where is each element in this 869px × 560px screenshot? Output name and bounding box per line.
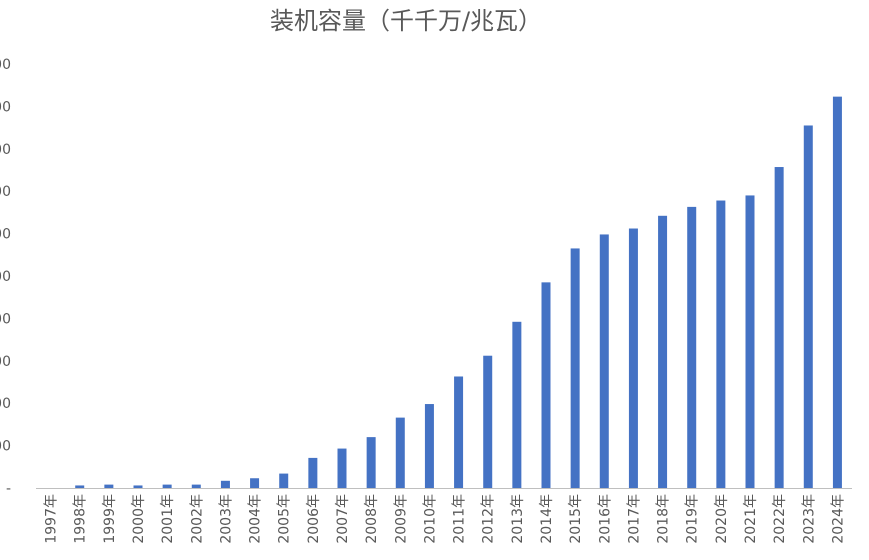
x-tick-label: 2013年 <box>510 494 526 544</box>
x-tick-label: 2002年 <box>189 494 205 544</box>
x-tick-label: 2012年 <box>481 494 497 544</box>
bar <box>687 206 697 488</box>
bar <box>308 457 318 488</box>
bar <box>716 200 726 488</box>
y-tick-label: 700 <box>0 184 11 200</box>
bar <box>832 96 842 488</box>
y-tick-label: 100 <box>0 439 11 455</box>
bar <box>75 485 85 488</box>
x-tick-label: 2005年 <box>277 494 293 544</box>
y-tick-label: 600 <box>0 227 11 243</box>
y-tick-label: 300 <box>0 354 11 370</box>
x-tick-label: 2007年 <box>335 494 351 544</box>
x-tick-label: 2010年 <box>422 494 438 544</box>
x-tick-label: 2018年 <box>656 494 672 544</box>
x-tick-label: 2006年 <box>306 494 322 544</box>
bar <box>658 215 668 489</box>
x-tick-label: 2022年 <box>772 494 788 544</box>
x-axis-ticks: 1997年 1998年 1999年 2000年 2001年 2002年 2003年 2004年… <box>44 494 847 544</box>
x-tick-label: 2019年 <box>685 494 701 544</box>
bar <box>483 355 493 488</box>
bar <box>395 417 405 488</box>
bar <box>599 234 609 488</box>
y-axis-ticks: - 100 200 300 400 500 600 700 800 900 1000 <box>0 57 11 497</box>
x-tick-label: 2014年 <box>539 494 555 544</box>
bar <box>133 485 143 488</box>
x-tick-label: 2000年 <box>131 494 147 544</box>
x-tick-label: 2016年 <box>597 494 613 544</box>
bar <box>424 404 434 488</box>
bar <box>745 195 755 488</box>
x-tick-label: 2015年 <box>568 494 584 544</box>
x-tick-label: 2017年 <box>626 494 642 544</box>
chart-title: 装机容量（千千万/兆瓦） <box>270 7 542 35</box>
bar <box>512 321 522 488</box>
bar <box>162 484 172 488</box>
bar <box>279 473 289 488</box>
y-tick-label: 900 <box>0 99 11 115</box>
x-tick-label: 1998年 <box>73 494 89 544</box>
bar <box>104 484 114 488</box>
bar <box>774 167 784 489</box>
x-tick-label: 2020年 <box>714 494 730 544</box>
bar <box>337 448 347 488</box>
bar <box>250 478 260 488</box>
y-tick-label: 1000 <box>0 57 11 73</box>
y-tick-label: 500 <box>0 269 11 285</box>
x-tick-label: 2003年 <box>218 494 234 544</box>
bar <box>366 437 376 488</box>
x-tick-label: 1999年 <box>102 494 118 544</box>
x-tick-label: 2023年 <box>801 494 817 544</box>
x-tick-label: 1997年 <box>44 494 60 544</box>
y-tick-label: 400 <box>0 311 11 327</box>
x-tick-label: 2011年 <box>452 494 468 544</box>
x-tick-label: 2008年 <box>364 494 380 544</box>
bar <box>628 228 638 488</box>
bar <box>803 125 813 488</box>
bars <box>75 96 842 489</box>
y-tick-label: 200 <box>0 396 11 412</box>
x-tick-label: 2021年 <box>743 494 759 544</box>
y-tick-label: - <box>6 481 11 497</box>
y-tick-label: 800 <box>0 142 11 158</box>
x-tick-label: 2004年 <box>248 494 264 544</box>
bar <box>454 376 464 488</box>
bar <box>220 480 230 488</box>
bar <box>191 484 201 488</box>
x-tick-label: 2001年 <box>160 494 176 544</box>
bar <box>570 248 580 488</box>
x-tick-label: 2009年 <box>393 494 409 544</box>
x-tick-label: 2024年 <box>830 494 846 544</box>
bar <box>541 282 551 488</box>
